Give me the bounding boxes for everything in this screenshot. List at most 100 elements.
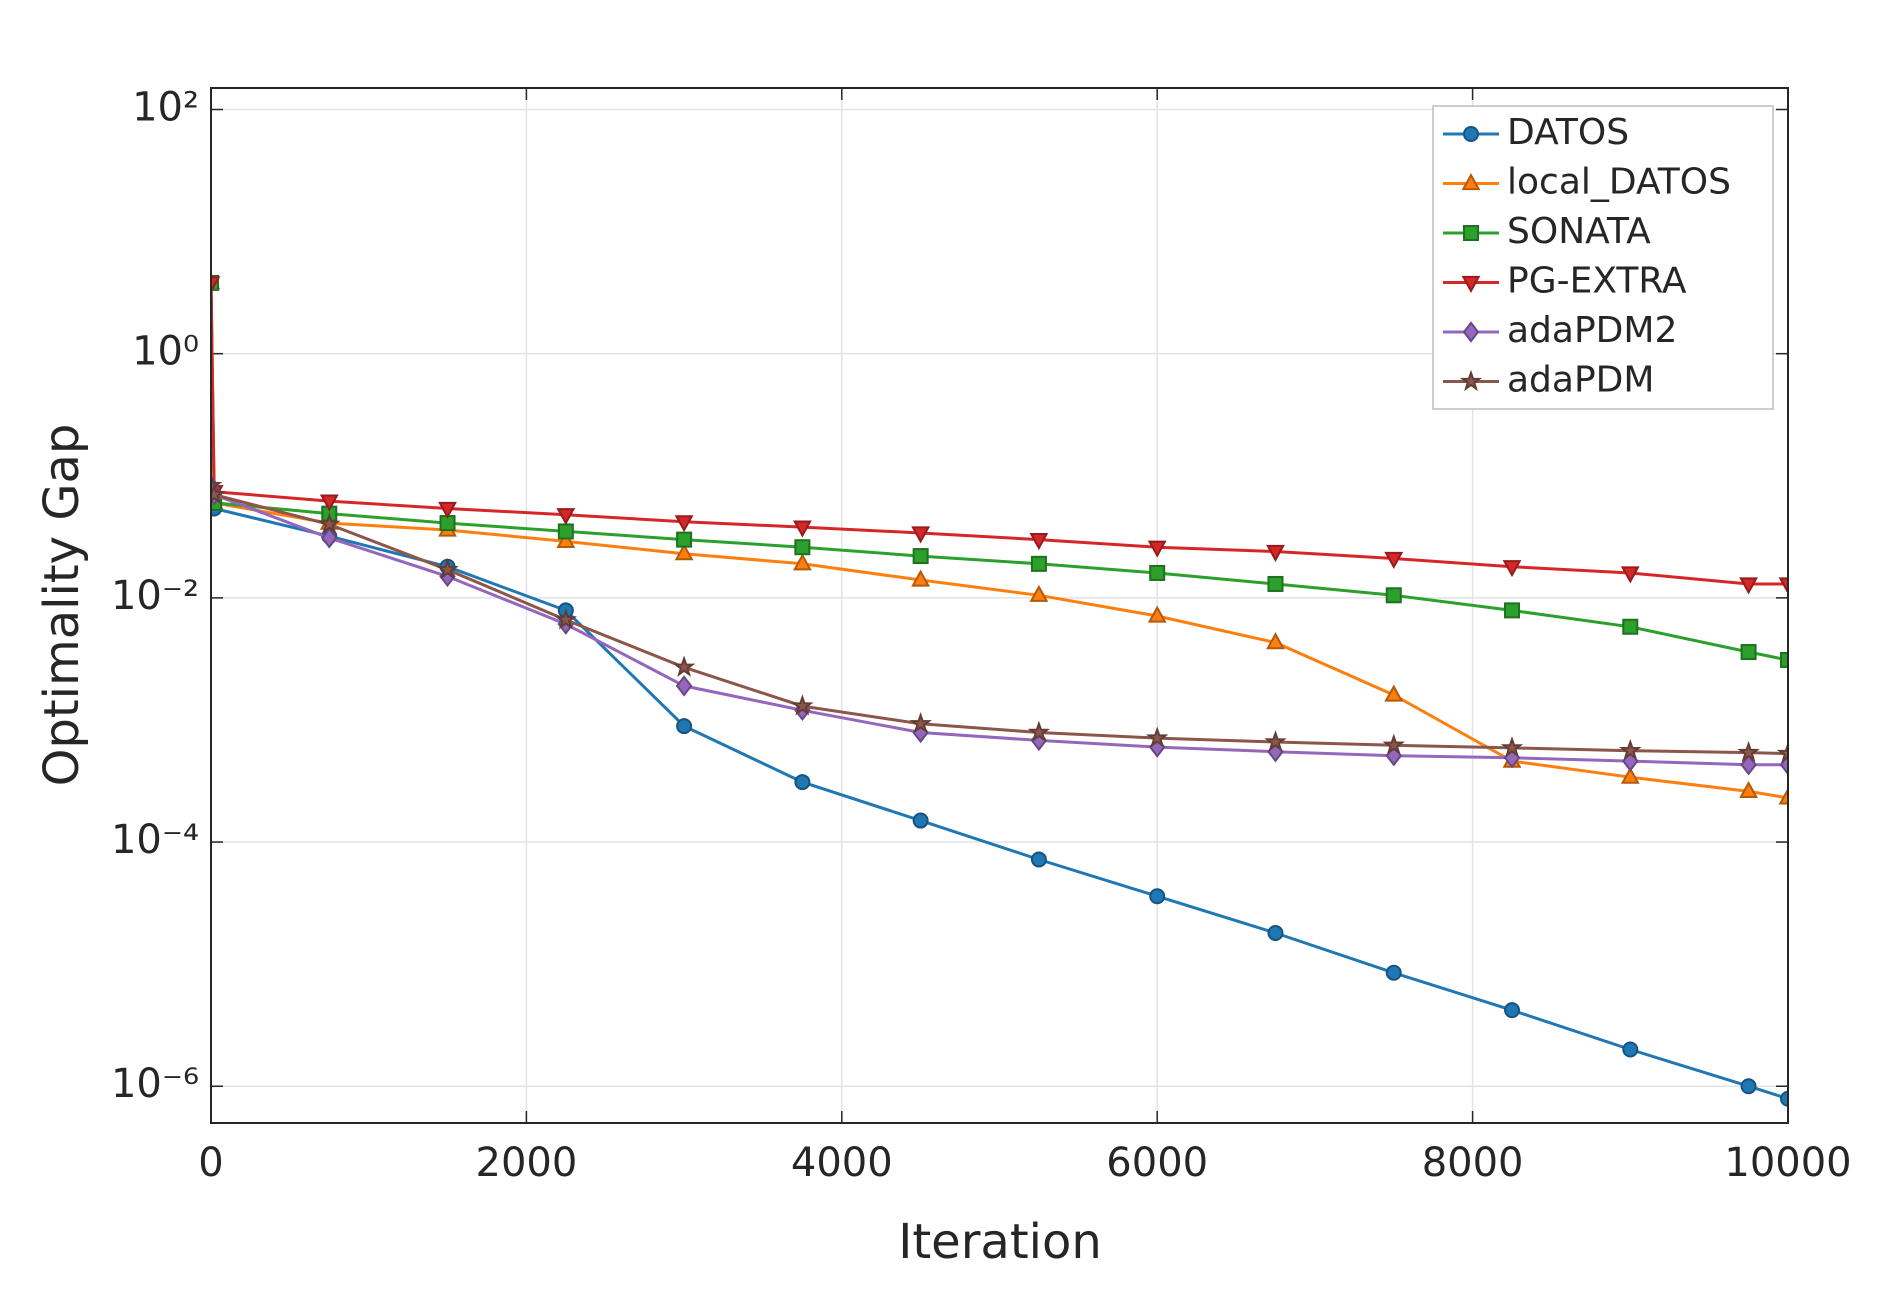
marker bbox=[1384, 684, 1404, 702]
marker bbox=[794, 774, 811, 791]
axes-box bbox=[210, 87, 1789, 1124]
marker bbox=[675, 675, 693, 697]
legend-box bbox=[1432, 105, 1774, 410]
x-tick-label: 8000 bbox=[1422, 1140, 1524, 1186]
marker bbox=[674, 543, 694, 561]
marker bbox=[791, 694, 814, 716]
marker bbox=[321, 527, 338, 549]
legend-label: DATOS bbox=[1507, 112, 1629, 153]
legend-label: adaPDM bbox=[1507, 360, 1654, 401]
marker bbox=[911, 526, 931, 544]
marker bbox=[1778, 787, 1788, 805]
x-tick-label: 2000 bbox=[476, 1140, 578, 1186]
marker bbox=[911, 569, 931, 587]
x-tick-label: 10000 bbox=[1724, 1140, 1851, 1186]
marker bbox=[1267, 924, 1284, 941]
legend-label: SONATA bbox=[1507, 211, 1651, 252]
marker bbox=[1385, 587, 1402, 604]
marker bbox=[1266, 632, 1285, 650]
legend-marker bbox=[1462, 321, 1480, 343]
marker bbox=[1737, 740, 1760, 763]
marker bbox=[674, 515, 694, 533]
marker bbox=[557, 523, 574, 540]
marker bbox=[1619, 739, 1642, 761]
marker bbox=[1030, 851, 1047, 868]
plot-area bbox=[211, 272, 1788, 1107]
marker bbox=[1780, 651, 1788, 668]
marker bbox=[1147, 605, 1167, 623]
x-tick-label: 6000 bbox=[1106, 1140, 1208, 1186]
marker bbox=[793, 520, 812, 538]
y-tick-label: 10² bbox=[132, 84, 199, 130]
marker bbox=[1029, 584, 1049, 602]
legend-marker bbox=[1461, 173, 1481, 191]
y-tick-label: 10⁻² bbox=[111, 573, 199, 619]
marker bbox=[912, 548, 929, 565]
marker bbox=[556, 530, 576, 548]
marker bbox=[436, 557, 459, 580]
y-tick-label: 10⁻⁴ bbox=[111, 817, 199, 863]
legend-label: adaPDM2 bbox=[1507, 310, 1677, 351]
marker bbox=[1266, 544, 1285, 562]
marker bbox=[1147, 540, 1167, 558]
marker bbox=[1267, 575, 1284, 592]
marker bbox=[438, 501, 457, 519]
marker bbox=[1149, 564, 1166, 581]
marker bbox=[1622, 1041, 1639, 1058]
marker bbox=[1149, 888, 1166, 905]
series-line bbox=[211, 282, 1788, 800]
marker bbox=[794, 539, 811, 556]
marker bbox=[1779, 753, 1788, 776]
series-line bbox=[211, 282, 1788, 662]
y-axis-label: Optimality Gap bbox=[34, 424, 90, 787]
x-tick-label: 4000 bbox=[791, 1140, 893, 1186]
marker bbox=[554, 608, 577, 630]
marker bbox=[1382, 733, 1406, 755]
marker bbox=[1030, 555, 1047, 572]
legend-label: PG-EXTRA bbox=[1507, 261, 1687, 302]
marker bbox=[912, 812, 929, 829]
marker bbox=[1740, 753, 1757, 776]
legend-marker bbox=[1459, 369, 1483, 392]
marker bbox=[1778, 577, 1788, 595]
marker bbox=[676, 718, 693, 735]
marker bbox=[318, 512, 341, 534]
marker bbox=[909, 712, 932, 734]
marker bbox=[1739, 577, 1758, 595]
y-tick-label: 10⁻⁶ bbox=[111, 1061, 199, 1107]
marker bbox=[676, 531, 693, 548]
legend-marker bbox=[1463, 126, 1479, 142]
marker bbox=[1740, 1078, 1757, 1095]
marker bbox=[1504, 1002, 1521, 1019]
marker bbox=[556, 508, 576, 526]
marker bbox=[211, 276, 221, 294]
legend-label: local_DATOS bbox=[1507, 162, 1731, 203]
legend-marker bbox=[1463, 225, 1479, 241]
marker bbox=[211, 482, 226, 505]
marker bbox=[793, 553, 812, 571]
marker bbox=[1776, 741, 1788, 764]
marker bbox=[319, 494, 339, 512]
marker bbox=[1504, 602, 1521, 619]
marker bbox=[1385, 964, 1402, 981]
marker bbox=[1500, 736, 1524, 758]
series-line bbox=[211, 485, 1788, 756]
marker bbox=[1264, 730, 1287, 752]
marker bbox=[1739, 780, 1758, 798]
marker bbox=[672, 655, 696, 677]
legend-marker bbox=[1461, 275, 1481, 293]
marker bbox=[1384, 551, 1404, 569]
marker bbox=[1145, 726, 1169, 748]
series-line bbox=[211, 506, 1788, 1101]
series-line bbox=[211, 282, 1788, 586]
marker bbox=[1620, 566, 1640, 584]
series-line bbox=[211, 485, 1788, 767]
x-axis-label: Iteration bbox=[898, 1214, 1102, 1270]
marker bbox=[1740, 644, 1757, 661]
x-tick-label: 0 bbox=[198, 1140, 223, 1186]
y-tick-label: 10⁰ bbox=[132, 329, 199, 375]
marker bbox=[1502, 560, 1522, 578]
marker bbox=[1622, 618, 1639, 635]
marker bbox=[1027, 720, 1051, 742]
